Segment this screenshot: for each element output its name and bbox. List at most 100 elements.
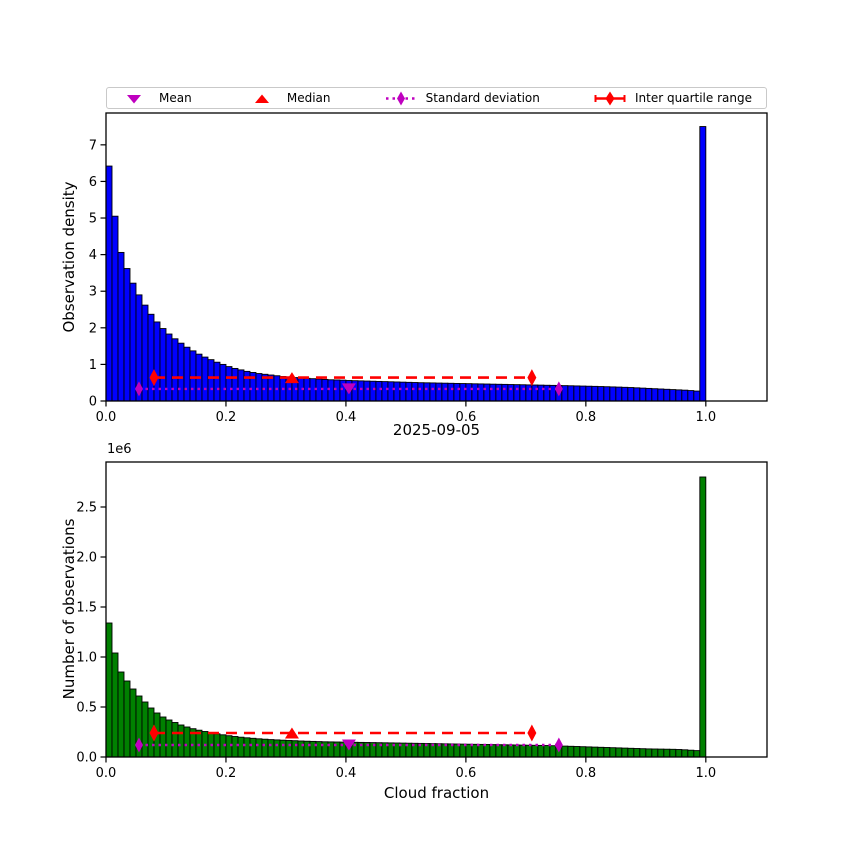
histogram-bar — [501, 383, 509, 402]
histogram-bar — [399, 381, 407, 402]
legend-item-iqr: Inter quartile range — [593, 91, 752, 106]
y-tick-label: 0.0 — [76, 751, 97, 766]
histogram-bar — [669, 748, 677, 758]
legend-item-median: Median — [245, 91, 331, 106]
y-tick-label: 3 — [89, 285, 97, 300]
std-dev-right-marker — [554, 737, 563, 753]
histogram-bar — [609, 386, 617, 402]
histogram-bar — [579, 746, 587, 758]
histogram-bar — [525, 384, 533, 402]
y-tick-label: 1.5 — [76, 601, 97, 616]
histogram-bar — [657, 388, 665, 402]
histogram-bar — [111, 652, 119, 758]
thin-diamond-dotted-line-icon — [385, 91, 416, 105]
histogram-bar — [369, 380, 377, 402]
histogram-bar — [165, 333, 173, 402]
histogram-bar — [333, 379, 341, 402]
x-tick-label: 1.0 — [695, 410, 716, 425]
histogram-bar — [327, 379, 335, 402]
histogram-bar — [357, 380, 365, 402]
histogram-bar — [291, 740, 299, 758]
histogram-bar — [159, 716, 167, 758]
axes-frame — [105, 461, 768, 758]
x-tick-label: 0.2 — [216, 766, 237, 781]
histogram-bar — [387, 381, 395, 402]
x-tick-label: 0.2 — [216, 410, 237, 425]
x-tick-label: 0.0 — [96, 766, 117, 781]
std-dev-left-marker — [134, 381, 143, 397]
histogram-bar — [531, 744, 539, 758]
histogram-bar — [591, 746, 599, 758]
histogram-bar — [615, 386, 623, 402]
legend-item-std: Standard deviation — [384, 91, 540, 106]
histogram-bar — [675, 389, 683, 402]
histogram-bar — [429, 382, 437, 402]
histogram-bar — [207, 359, 215, 402]
histogram-bar — [249, 737, 257, 758]
histogram-bar — [483, 383, 491, 402]
histogram-bar — [507, 744, 515, 758]
histogram-bar — [651, 388, 659, 402]
y-tick-label: 1 — [89, 358, 97, 373]
histogram-bar — [603, 747, 611, 758]
x-tick-label: 0.8 — [576, 766, 597, 781]
histogram-bar — [129, 688, 137, 758]
histogram-bar — [633, 387, 641, 402]
histogram-bar — [261, 738, 269, 758]
histogram-bar — [681, 389, 689, 402]
histogram-bar — [573, 746, 581, 758]
iqr-q3-marker — [527, 724, 537, 742]
histogram-bar — [423, 382, 431, 402]
histogram-bar — [681, 749, 689, 758]
histogram-bar — [471, 383, 479, 402]
histogram-bar — [687, 390, 695, 402]
histogram-bar — [549, 745, 557, 758]
x-tick-label: 0.6 — [456, 766, 477, 781]
histogram-bar — [123, 680, 131, 758]
mean-marker — [341, 383, 356, 395]
x-tick-label: 1.0 — [695, 766, 716, 781]
histogram-bar — [525, 744, 533, 758]
histogram-bar — [501, 744, 509, 758]
histogram-bar — [615, 747, 623, 758]
histogram-bar — [201, 356, 209, 402]
x-axis-label: Cloud fraction — [383, 784, 490, 802]
histogram-bar — [585, 746, 593, 758]
histogram-bar — [177, 724, 185, 758]
histogram-bar — [603, 386, 611, 402]
histogram-bar — [441, 382, 449, 402]
histogram-bar — [117, 671, 125, 758]
histogram-bar — [471, 743, 479, 758]
y-tick-label: 0 — [89, 395, 97, 410]
histogram-bar — [273, 739, 281, 758]
histogram-bar — [537, 384, 545, 402]
legend-item-mean: Mean — [117, 91, 192, 106]
y-tick-label: 2.0 — [76, 551, 97, 566]
histogram-bar — [297, 740, 305, 758]
top-histogram-panel: 0.0 0.2 0.4 0.6 0.8 1.0 0 1 2 3 4 5 6 7 — [89, 112, 768, 425]
histogram-bar — [453, 382, 461, 402]
histogram-bar — [597, 746, 605, 758]
histogram-bar — [609, 747, 617, 758]
histogram-bar — [231, 736, 239, 758]
histogram-bar — [339, 379, 347, 402]
histogram-bar — [645, 748, 653, 758]
histogram-bar — [663, 388, 671, 402]
histogram-bar — [597, 386, 605, 402]
histogram-bar — [189, 350, 197, 402]
histogram-bar — [543, 745, 551, 758]
histogram-bar — [465, 383, 473, 402]
histogram-bar — [435, 382, 443, 402]
histogram-bar — [645, 387, 653, 402]
y-tick-label: 0.5 — [76, 701, 97, 716]
histogram-bar — [225, 366, 233, 402]
diamond-dashed-line-icon — [594, 91, 626, 105]
histogram-bar — [543, 384, 551, 402]
histogram-bar — [183, 726, 191, 758]
histogram-bar — [621, 386, 629, 402]
histogram-bar — [363, 380, 371, 402]
histogram-bar — [651, 748, 659, 758]
histogram-bar — [159, 328, 167, 402]
date-title: 2025-09-05 — [392, 421, 481, 439]
histogram-bar — [621, 747, 629, 758]
